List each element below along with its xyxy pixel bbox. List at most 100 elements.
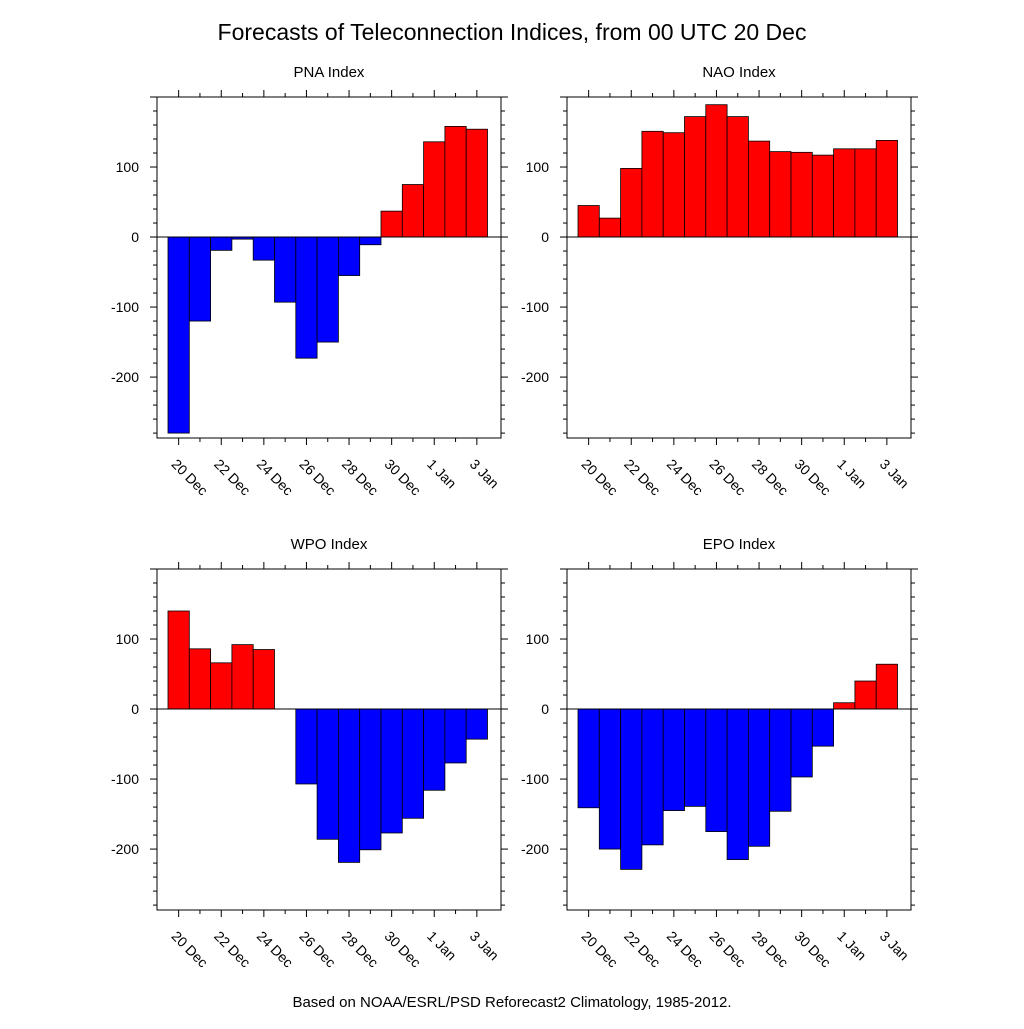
bar-25-dec (684, 708, 707, 807)
bar-27-dec (726, 708, 749, 860)
x-tick-label: 20 Dec (169, 456, 212, 499)
bar-30-dec (380, 708, 403, 834)
bar-2-jan (444, 708, 467, 764)
bar-2-jan (444, 126, 467, 238)
figure-footer: Based on NOAA/ESRL/PSD Reforecast2 Clima… (292, 994, 731, 1011)
y-tick-label: -200 (111, 841, 139, 857)
x-tick-label: 26 Dec (296, 456, 339, 499)
x-tick-label: 30 Dec (382, 928, 425, 971)
y-tick-label: -100 (111, 299, 139, 315)
x-tick-label: 20 Dec (169, 928, 212, 971)
bar-23-dec (231, 644, 254, 710)
bar-21-dec (188, 236, 212, 322)
x-tick-label: 30 Dec (792, 456, 835, 499)
bar-24-dec (252, 649, 275, 710)
bar-1-jan (833, 148, 856, 238)
bar-26-dec (705, 104, 728, 238)
bar-22-dec (620, 708, 643, 870)
x-tick-label: 30 Dec (792, 928, 835, 971)
panel-title: EPO Index (703, 536, 776, 553)
x-tick-label: 24 Dec (664, 928, 707, 971)
x-tick-label: 26 Dec (296, 928, 339, 971)
x-tick-label: 22 Dec (211, 456, 254, 499)
y-tick-label: 100 (116, 159, 140, 175)
plot-frame (156, 568, 502, 911)
bar-31-dec (811, 154, 834, 238)
bar-20-dec (577, 708, 600, 809)
x-tick-label: 3 Jan (877, 928, 913, 964)
bar-26-dec (295, 236, 318, 359)
y-tick-label: 0 (131, 229, 139, 245)
y-tick-label: 100 (526, 631, 550, 647)
y-tick-label: -100 (521, 771, 549, 787)
panel-title: NAO Index (702, 64, 776, 81)
bar-28-dec (337, 236, 361, 276)
x-tick-label: 22 Dec (621, 456, 664, 499)
bar-21-dec (188, 648, 212, 710)
panel-title: WPO Index (291, 536, 368, 553)
x-tick-label: 1 Jan (834, 928, 870, 964)
bar-28-dec (748, 140, 771, 238)
bar-26-dec (705, 708, 728, 832)
bar-24-dec (252, 236, 275, 261)
bar-31-dec (401, 184, 424, 238)
bar-28-dec (337, 708, 361, 863)
y-tick-label: -200 (111, 369, 139, 385)
plot-frame (156, 96, 502, 439)
x-tick-label: 28 Dec (339, 456, 382, 499)
bar-29-dec (769, 708, 792, 812)
bar-27-dec (726, 116, 749, 238)
bar-22-dec (210, 236, 233, 251)
bar-30-dec (790, 151, 813, 238)
bar-25-dec (684, 116, 707, 238)
bar-31-dec (401, 708, 424, 819)
bar-29-dec (359, 236, 382, 246)
x-tick-label: 28 Dec (749, 456, 792, 499)
y-tick-label: 0 (131, 701, 139, 717)
bar-24-dec (662, 708, 685, 811)
x-tick-label: 28 Dec (339, 928, 382, 971)
y-tick-label: -100 (521, 299, 549, 315)
x-tick-label: 26 Dec (706, 456, 749, 499)
bar-29-dec (359, 708, 382, 851)
x-tick-label: 3 Jan (467, 456, 503, 492)
bar-3-jan (875, 140, 898, 238)
bar-1-jan (423, 141, 446, 238)
y-tick-label: -200 (521, 841, 549, 857)
bar-1-jan (423, 708, 446, 791)
bar-20-dec (167, 610, 190, 710)
x-tick-label: 26 Dec (706, 928, 749, 971)
bar-22-dec (210, 662, 233, 710)
bar-3-jan (465, 708, 488, 740)
bar-22-dec (620, 168, 643, 238)
bar-23-dec (641, 130, 664, 238)
bar-20-dec (167, 236, 190, 434)
bar-29-dec (769, 151, 792, 238)
bar-24-dec (662, 132, 685, 238)
figure-title: Forecasts of Teleconnection Indices, fro… (218, 19, 807, 45)
bar-27-dec (316, 708, 339, 840)
bar-25-dec (274, 236, 297, 303)
x-tick-label: 1 Jan (424, 928, 460, 964)
bar-2-jan (854, 680, 877, 710)
x-tick-label: 3 Jan (467, 928, 503, 964)
bar-21-dec (598, 708, 621, 850)
bar-3-jan (875, 663, 898, 710)
x-tick-label: 24 Dec (254, 456, 297, 499)
x-tick-label: 20 Dec (579, 456, 622, 499)
x-tick-label: 1 Jan (424, 456, 460, 492)
bar-23-dec (641, 708, 664, 846)
bar-1-jan (833, 702, 856, 710)
x-tick-label: 24 Dec (254, 928, 297, 971)
bar-26-dec (295, 708, 318, 785)
x-tick-label: 20 Dec (579, 928, 622, 971)
bar-31-dec (811, 708, 834, 747)
bar-20-dec (577, 205, 600, 238)
panel-title: PNA Index (294, 64, 365, 81)
x-tick-label: 30 Dec (382, 456, 425, 499)
bar-28-dec (748, 708, 771, 847)
